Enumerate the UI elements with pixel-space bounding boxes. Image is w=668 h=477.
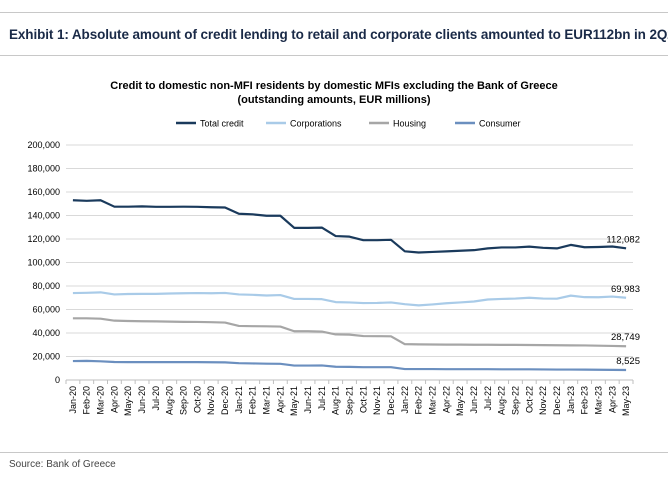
legend-label-1: Corporations (290, 119, 342, 129)
x-tick-label: Feb-20 (82, 386, 92, 415)
y-tick-label: 140,000 (27, 211, 60, 221)
y-tick-label: 120,000 (27, 234, 60, 244)
x-tick-label: Oct-20 (192, 386, 202, 413)
x-tick-label: Feb-21 (248, 386, 258, 415)
x-tick-label: Sep-21 (345, 386, 355, 415)
x-tick-label: Apr-20 (109, 386, 119, 413)
x-tick-label: Mar-23 (593, 386, 603, 415)
header-divider (0, 55, 668, 56)
x-tick-label: Nov-22 (538, 386, 548, 415)
x-tick-label: Feb-23 (580, 386, 590, 415)
x-tick-label: Sep-20 (179, 386, 189, 415)
x-tick-label: Mar-22 (427, 386, 437, 415)
y-tick-label: 0 (55, 375, 60, 385)
x-tick-label: Aug-21 (331, 386, 341, 415)
x-tick-label: Apr-23 (607, 386, 617, 413)
end-label-housing: 28,749 (611, 332, 640, 343)
source-note: Source: Bank of Greece (9, 459, 116, 470)
y-tick-label: 40,000 (32, 328, 60, 338)
x-tick-label: Mar-20 (96, 386, 106, 415)
series-line-total-credit (72, 199, 627, 254)
x-axis: Jan-20 Feb-20 Mar-20 Apr-20 May-20 Jun-20 Jul-… (65, 379, 634, 416)
y-tick-label: 60,000 (32, 305, 60, 315)
x-tick-label: Jul-22 (483, 386, 493, 411)
top-divider (0, 12, 668, 13)
x-tick-label: Apr-22 (441, 386, 451, 413)
end-labels: 112,082 69,983 28,749 8,525 (606, 234, 640, 367)
x-tick-label: Jun-22 (469, 386, 479, 414)
series-line-consumer (72, 359, 627, 372)
x-tick-label: Apr-21 (275, 386, 285, 413)
chart-legend: Total credit Corporations Housing Consumer (176, 119, 521, 129)
x-tick-label: Oct-22 (524, 386, 534, 413)
end-label-consumer: 8,525 (616, 356, 640, 367)
x-tick-label: Jan-23 (566, 386, 576, 414)
x-tick-label: Nov-21 (372, 386, 382, 415)
x-tick-label: Aug-20 (165, 386, 175, 415)
x-tick-label: Aug-22 (497, 386, 507, 415)
x-tick-label: May-20 (123, 386, 133, 416)
y-tick-label: 80,000 (32, 281, 60, 291)
x-tick-label: Jun-21 (303, 386, 313, 414)
legend-label-3: Consumer (479, 119, 521, 129)
x-tick-label: Nov-20 (206, 386, 216, 415)
x-tick-label: Mar-21 (262, 386, 272, 415)
y-tick-label: 200,000 (27, 140, 60, 150)
x-tick-label: Jan-20 (68, 386, 78, 414)
y-tick-label: 20,000 (32, 352, 60, 362)
x-tick-label: Feb-22 (414, 386, 424, 415)
x-tick-label: Dec-20 (220, 386, 230, 415)
gridlines (66, 144, 633, 357)
x-tick-label: May-23 (621, 386, 631, 416)
exhibit-title: Exhibit 1: Absolute amount of credit len… (9, 27, 668, 42)
x-tick-label: Jan-22 (400, 386, 410, 414)
x-tick-label: Dec-21 (386, 386, 396, 415)
chart-title: Credit to domestic non-MFI residents by … (110, 80, 557, 92)
x-tick-label: Jan-21 (234, 386, 244, 414)
legend-label-0: Total credit (200, 119, 244, 129)
series-line-corporations (72, 291, 627, 307)
x-tick-label: Jul-20 (151, 386, 161, 411)
x-tick-label: Jul-21 (317, 386, 327, 411)
y-tick-label: 160,000 (27, 187, 60, 197)
x-tick-label: Sep-22 (510, 386, 520, 415)
x-tick-label: May-22 (455, 386, 465, 416)
series-line-housing (72, 317, 627, 348)
footer-divider (0, 452, 668, 453)
y-tick-label: 180,000 (27, 164, 60, 174)
legend-label-2: Housing (393, 119, 426, 129)
y-axis: 0 20,000 40,000 60,000 80,000 100,000 120,000 1… (27, 140, 60, 385)
x-tick-label: Jun-20 (137, 386, 147, 414)
end-label-total-credit: 112,082 (606, 234, 640, 245)
series-lines (72, 199, 627, 372)
chart-subtitle: (outstanding amounts, EUR millions) (237, 94, 430, 106)
x-tick-label: May-21 (289, 386, 299, 416)
x-tick-label: Dec-22 (552, 386, 562, 415)
x-tick-label: Oct-21 (358, 386, 368, 413)
end-label-corporations: 69,983 (611, 284, 640, 295)
y-tick-label: 100,000 (27, 258, 60, 268)
line-chart: Credit to domestic non-MFI residents by … (27, 80, 640, 416)
